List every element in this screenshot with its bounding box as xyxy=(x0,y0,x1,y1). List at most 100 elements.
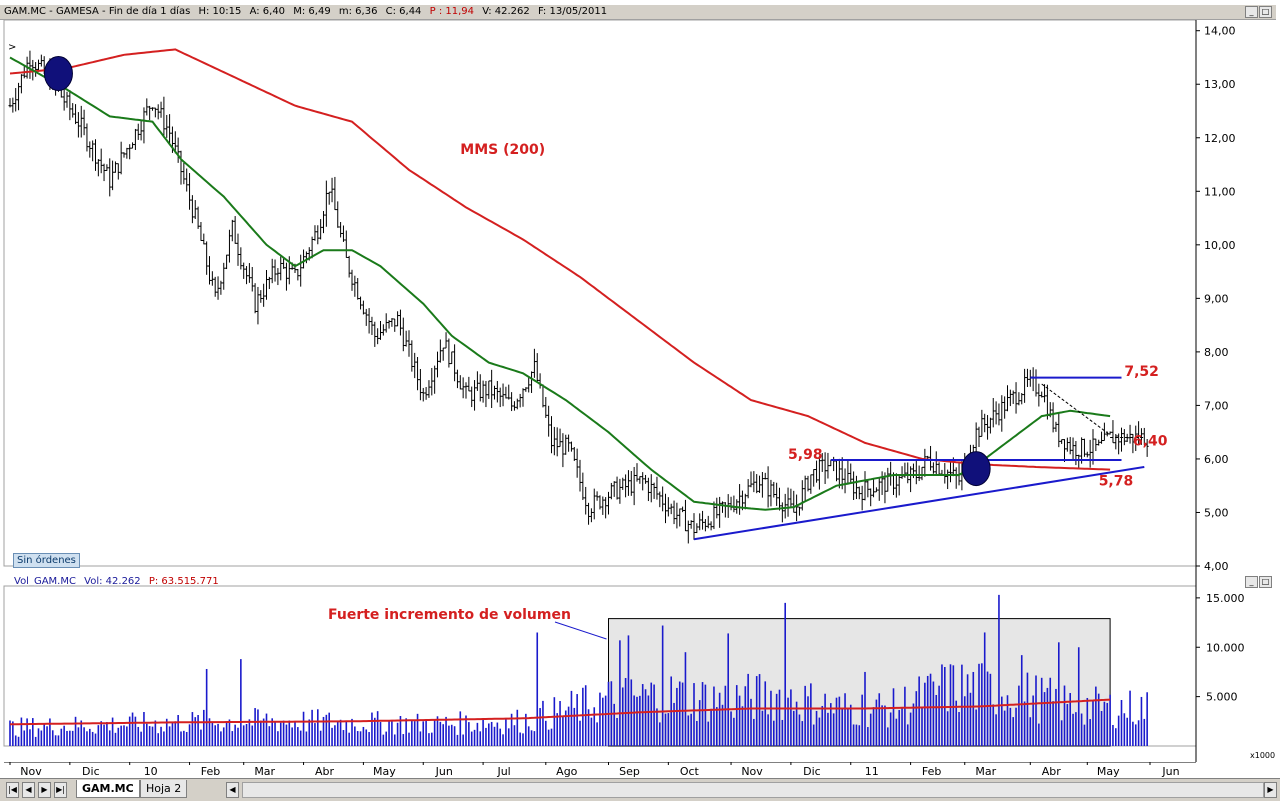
price-bar xyxy=(475,371,479,391)
price-bar xyxy=(607,491,610,515)
price-bar xyxy=(296,268,300,281)
price-bar xyxy=(34,62,38,77)
price-bar xyxy=(783,493,787,519)
price-bar xyxy=(359,296,363,310)
price-bar xyxy=(88,141,92,158)
price-bar xyxy=(401,317,405,352)
date-label: F: 13/05/2011 xyxy=(537,6,608,17)
no-orders-badge[interactable]: Sin órdenes xyxy=(13,553,80,568)
price-bar xyxy=(661,486,665,512)
price-bar xyxy=(880,471,884,495)
price-bar xyxy=(91,140,95,162)
price-bar xyxy=(521,388,525,407)
price-bar xyxy=(339,222,343,238)
x-tick-label: Nov xyxy=(741,765,763,778)
price-bar xyxy=(669,503,673,515)
price-bar xyxy=(515,398,519,410)
prev-sheet-button[interactable]: ◀ xyxy=(22,782,35,798)
price-bar xyxy=(1077,454,1081,468)
vol-y-tick-label: 15.000 xyxy=(1206,592,1245,605)
scroll-right-button[interactable]: ▶ xyxy=(1264,782,1277,798)
tab-gam-mc[interactable]: GAM.MC xyxy=(76,780,140,798)
price-bar xyxy=(1097,439,1101,446)
price-bar xyxy=(1128,424,1132,444)
price-bar xyxy=(336,201,340,228)
scroll-left-button[interactable]: ◀ xyxy=(226,782,239,798)
price-bar xyxy=(464,382,468,399)
price-bar xyxy=(487,380,491,399)
price-bar xyxy=(438,339,442,363)
maximize-button[interactable]: □ xyxy=(1259,6,1272,18)
price-bar xyxy=(974,422,978,455)
price-bar xyxy=(624,474,628,498)
vol-window-buttons: _ □ xyxy=(1245,576,1272,588)
next-sheet-button[interactable]: ▶ xyxy=(38,782,51,798)
price-bar xyxy=(247,263,251,283)
price-bar xyxy=(418,369,422,401)
price-bar xyxy=(849,463,853,483)
price-bar xyxy=(644,474,648,484)
price-bar xyxy=(615,476,619,500)
price-bar xyxy=(1114,434,1118,450)
x-tick-label: Ago xyxy=(556,765,578,778)
price-bar xyxy=(455,369,459,389)
vol-unit-label: x1000 xyxy=(1250,751,1275,760)
annotation-label: MMS (200) xyxy=(460,142,545,158)
price-pane[interactable]: GAM.MC - GAMESA - Fin de día 1 días H: 1… xyxy=(0,0,1280,574)
price-bar xyxy=(213,276,217,297)
open-label: A: 6,40 xyxy=(249,6,286,17)
tab-hoja-2[interactable]: Hoja 2 xyxy=(140,780,188,798)
first-sheet-button[interactable]: |◀ xyxy=(6,782,19,798)
annotation-label: 5,78 xyxy=(1099,474,1134,490)
price-bar xyxy=(538,373,542,389)
y-tick-label: 10,00 xyxy=(1204,239,1236,252)
price-bar xyxy=(76,112,80,138)
price-bar xyxy=(304,251,308,264)
crossover-circle-1 xyxy=(961,451,991,487)
volume-highlight-box xyxy=(608,618,1111,747)
price-bar xyxy=(817,455,821,490)
p-label: P : 11,94 xyxy=(429,6,474,17)
price-bar xyxy=(869,488,873,507)
price-bar xyxy=(601,496,605,515)
price-bar xyxy=(1100,431,1104,444)
low-label: m: 6,36 xyxy=(338,6,378,17)
price-bar xyxy=(108,158,112,197)
price-bar xyxy=(658,491,662,508)
price-bar xyxy=(988,417,992,434)
price-bar xyxy=(652,482,656,499)
price-bar xyxy=(507,384,511,400)
price-bar xyxy=(168,114,172,146)
price-bar xyxy=(749,471,753,488)
price-bar xyxy=(1137,421,1141,446)
volume-pane[interactable]: Vol_GAM.MC Vol: 42.262 P: 63.515.771 _ □… xyxy=(0,574,1280,762)
price-bar xyxy=(39,54,43,67)
price-bar xyxy=(1074,440,1078,466)
horizontal-scrollbar[interactable] xyxy=(242,782,1264,798)
last-sheet-button[interactable]: ▶| xyxy=(54,782,67,798)
minimize-button[interactable]: _ xyxy=(1245,6,1258,18)
price-bar xyxy=(689,520,693,529)
price-bar xyxy=(792,490,796,513)
price-bar xyxy=(800,480,804,511)
price-bar xyxy=(393,318,397,332)
x-tick-label: Nov xyxy=(20,765,42,778)
x-tick-label: Jun xyxy=(1161,765,1179,778)
close-label: C: 6,44 xyxy=(385,6,422,17)
price-bar xyxy=(1142,427,1146,446)
vol-minimize-button[interactable]: _ xyxy=(1245,576,1258,588)
price-bar xyxy=(233,216,237,244)
volume-chart[interactable]: 15.000 10.000 5.000 x1000 Fuerte incremento … xyxy=(0,574,1280,762)
price-bar xyxy=(1108,431,1112,435)
price-bar xyxy=(857,486,861,500)
price-chart[interactable]: 14,00 13,00 12,00 11,00 10,00 9,00 8,00 7,00 6,0… xyxy=(0,0,1280,574)
price-bar xyxy=(983,413,987,433)
price-bar xyxy=(421,387,425,402)
y-tick-label: 6,00 xyxy=(1204,453,1229,466)
price-bar xyxy=(119,141,123,175)
x-tick-label: Dic xyxy=(82,765,100,778)
vol-maximize-button[interactable]: □ xyxy=(1259,576,1272,588)
price-bar xyxy=(706,515,710,529)
price-bar xyxy=(638,476,642,484)
price-bar xyxy=(738,484,742,515)
